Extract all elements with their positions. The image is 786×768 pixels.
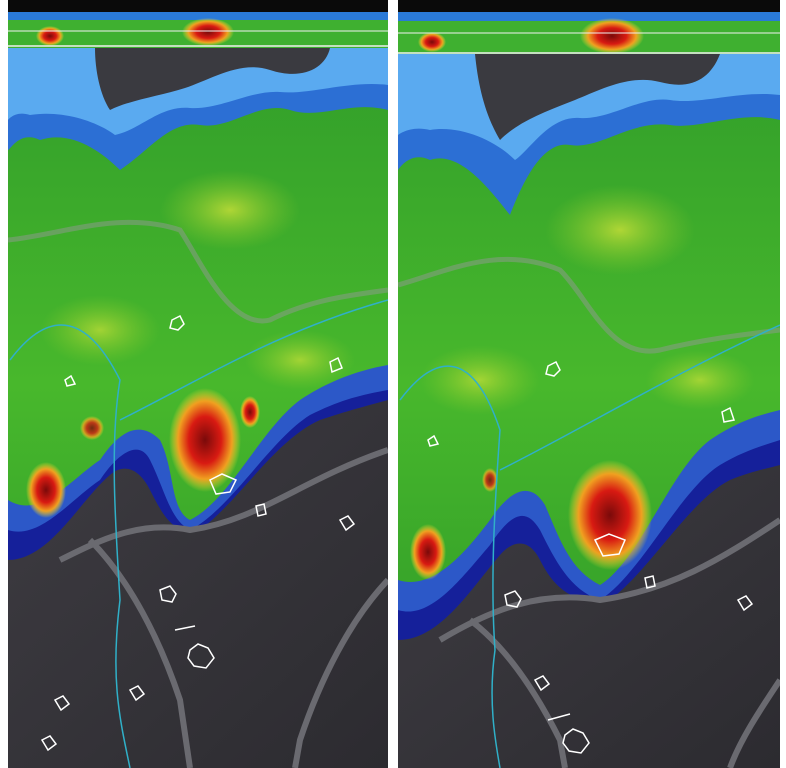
border [8, 219, 388, 324]
cell [420, 345, 540, 415]
storm-cell [26, 462, 66, 518]
storm-cell [169, 388, 241, 492]
strip-cell [580, 18, 644, 54]
land-top [95, 48, 330, 110]
strip-blue [398, 12, 780, 21]
river [399, 365, 501, 768]
strip-cell [418, 32, 446, 52]
road [58, 447, 388, 563]
strip-blue [8, 12, 388, 20]
cell [40, 295, 160, 365]
river [499, 324, 780, 471]
storm-cell [568, 460, 652, 570]
top-bar [398, 0, 780, 12]
storm-cell [240, 396, 260, 428]
road [727, 678, 780, 768]
storm-cell [482, 468, 498, 492]
cell [545, 185, 695, 275]
right-panel [398, 0, 780, 768]
outlines [40, 314, 356, 752]
top-bar [8, 0, 388, 12]
strip-cell [36, 26, 64, 46]
river [119, 299, 388, 421]
cell [245, 330, 355, 390]
storm-cell [410, 524, 446, 580]
road [87, 537, 193, 768]
strip-cell [182, 18, 234, 46]
road [438, 517, 780, 643]
terrain [398, 465, 780, 768]
road [468, 617, 568, 768]
river [9, 324, 131, 768]
road [292, 577, 388, 768]
border [398, 256, 780, 354]
outlines [427, 360, 754, 754]
storm-cell [80, 416, 104, 440]
land-top [475, 54, 720, 140]
cell [645, 350, 755, 410]
left-panel [8, 0, 388, 768]
cell [160, 170, 300, 250]
divider [388, 0, 398, 768]
